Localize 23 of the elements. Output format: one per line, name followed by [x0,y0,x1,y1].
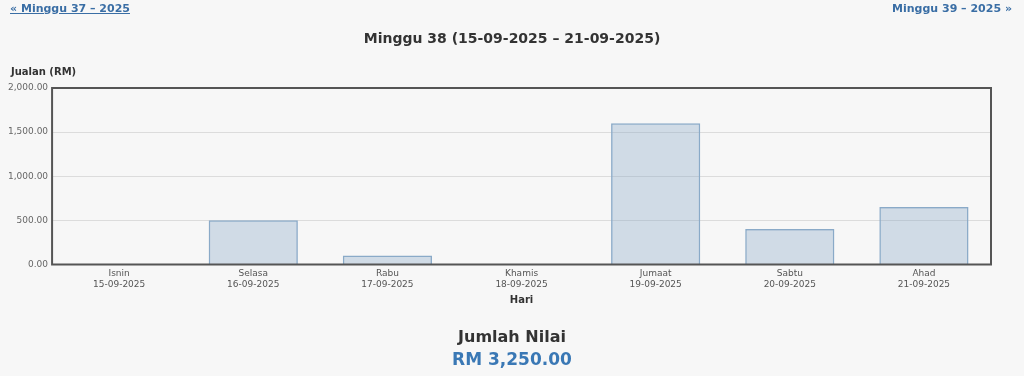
bar [208,220,298,264]
y-axis-title: Jualan (RM) [11,66,77,77]
y-tick-label: 1,000.00 [8,170,49,181]
text: « Minggu 37 – 2025 [10,2,130,15]
x-tick-label: Jumaat 19-09-2025 [629,268,682,289]
bar [745,229,835,264]
y-tick-label: 1,500.00 [8,126,49,137]
chart-title: Minggu 38 (15-09-2025 – 21-09-2025) [362,30,662,46]
x-tick-label: Sabtu 20-09-2025 [763,268,816,289]
x-tick-label: Isnin 15-09-2025 [92,268,146,289]
x-axis-title: Hari [509,293,534,305]
text: Minggu 39 – 2025 » [892,2,1012,15]
text: Jumlah Nilai [456,327,567,346]
y-tick-label: 500.00 [16,214,49,225]
x-tick-label: Ahad 21-09-2025 [897,268,951,289]
bar [879,207,969,264]
x-tick-label: Khamis 18-09-2025 [495,268,548,289]
bar [611,123,701,264]
text: RM 3,250.00 [451,349,573,369]
y-tick-label: 0.00 [28,258,49,269]
y-tick-label: 2,000.00 [8,82,49,93]
x-tick-label: Selasa 16-09-2025 [227,268,280,289]
x-tick-label: Rabu 17-09-2025 [361,268,414,289]
